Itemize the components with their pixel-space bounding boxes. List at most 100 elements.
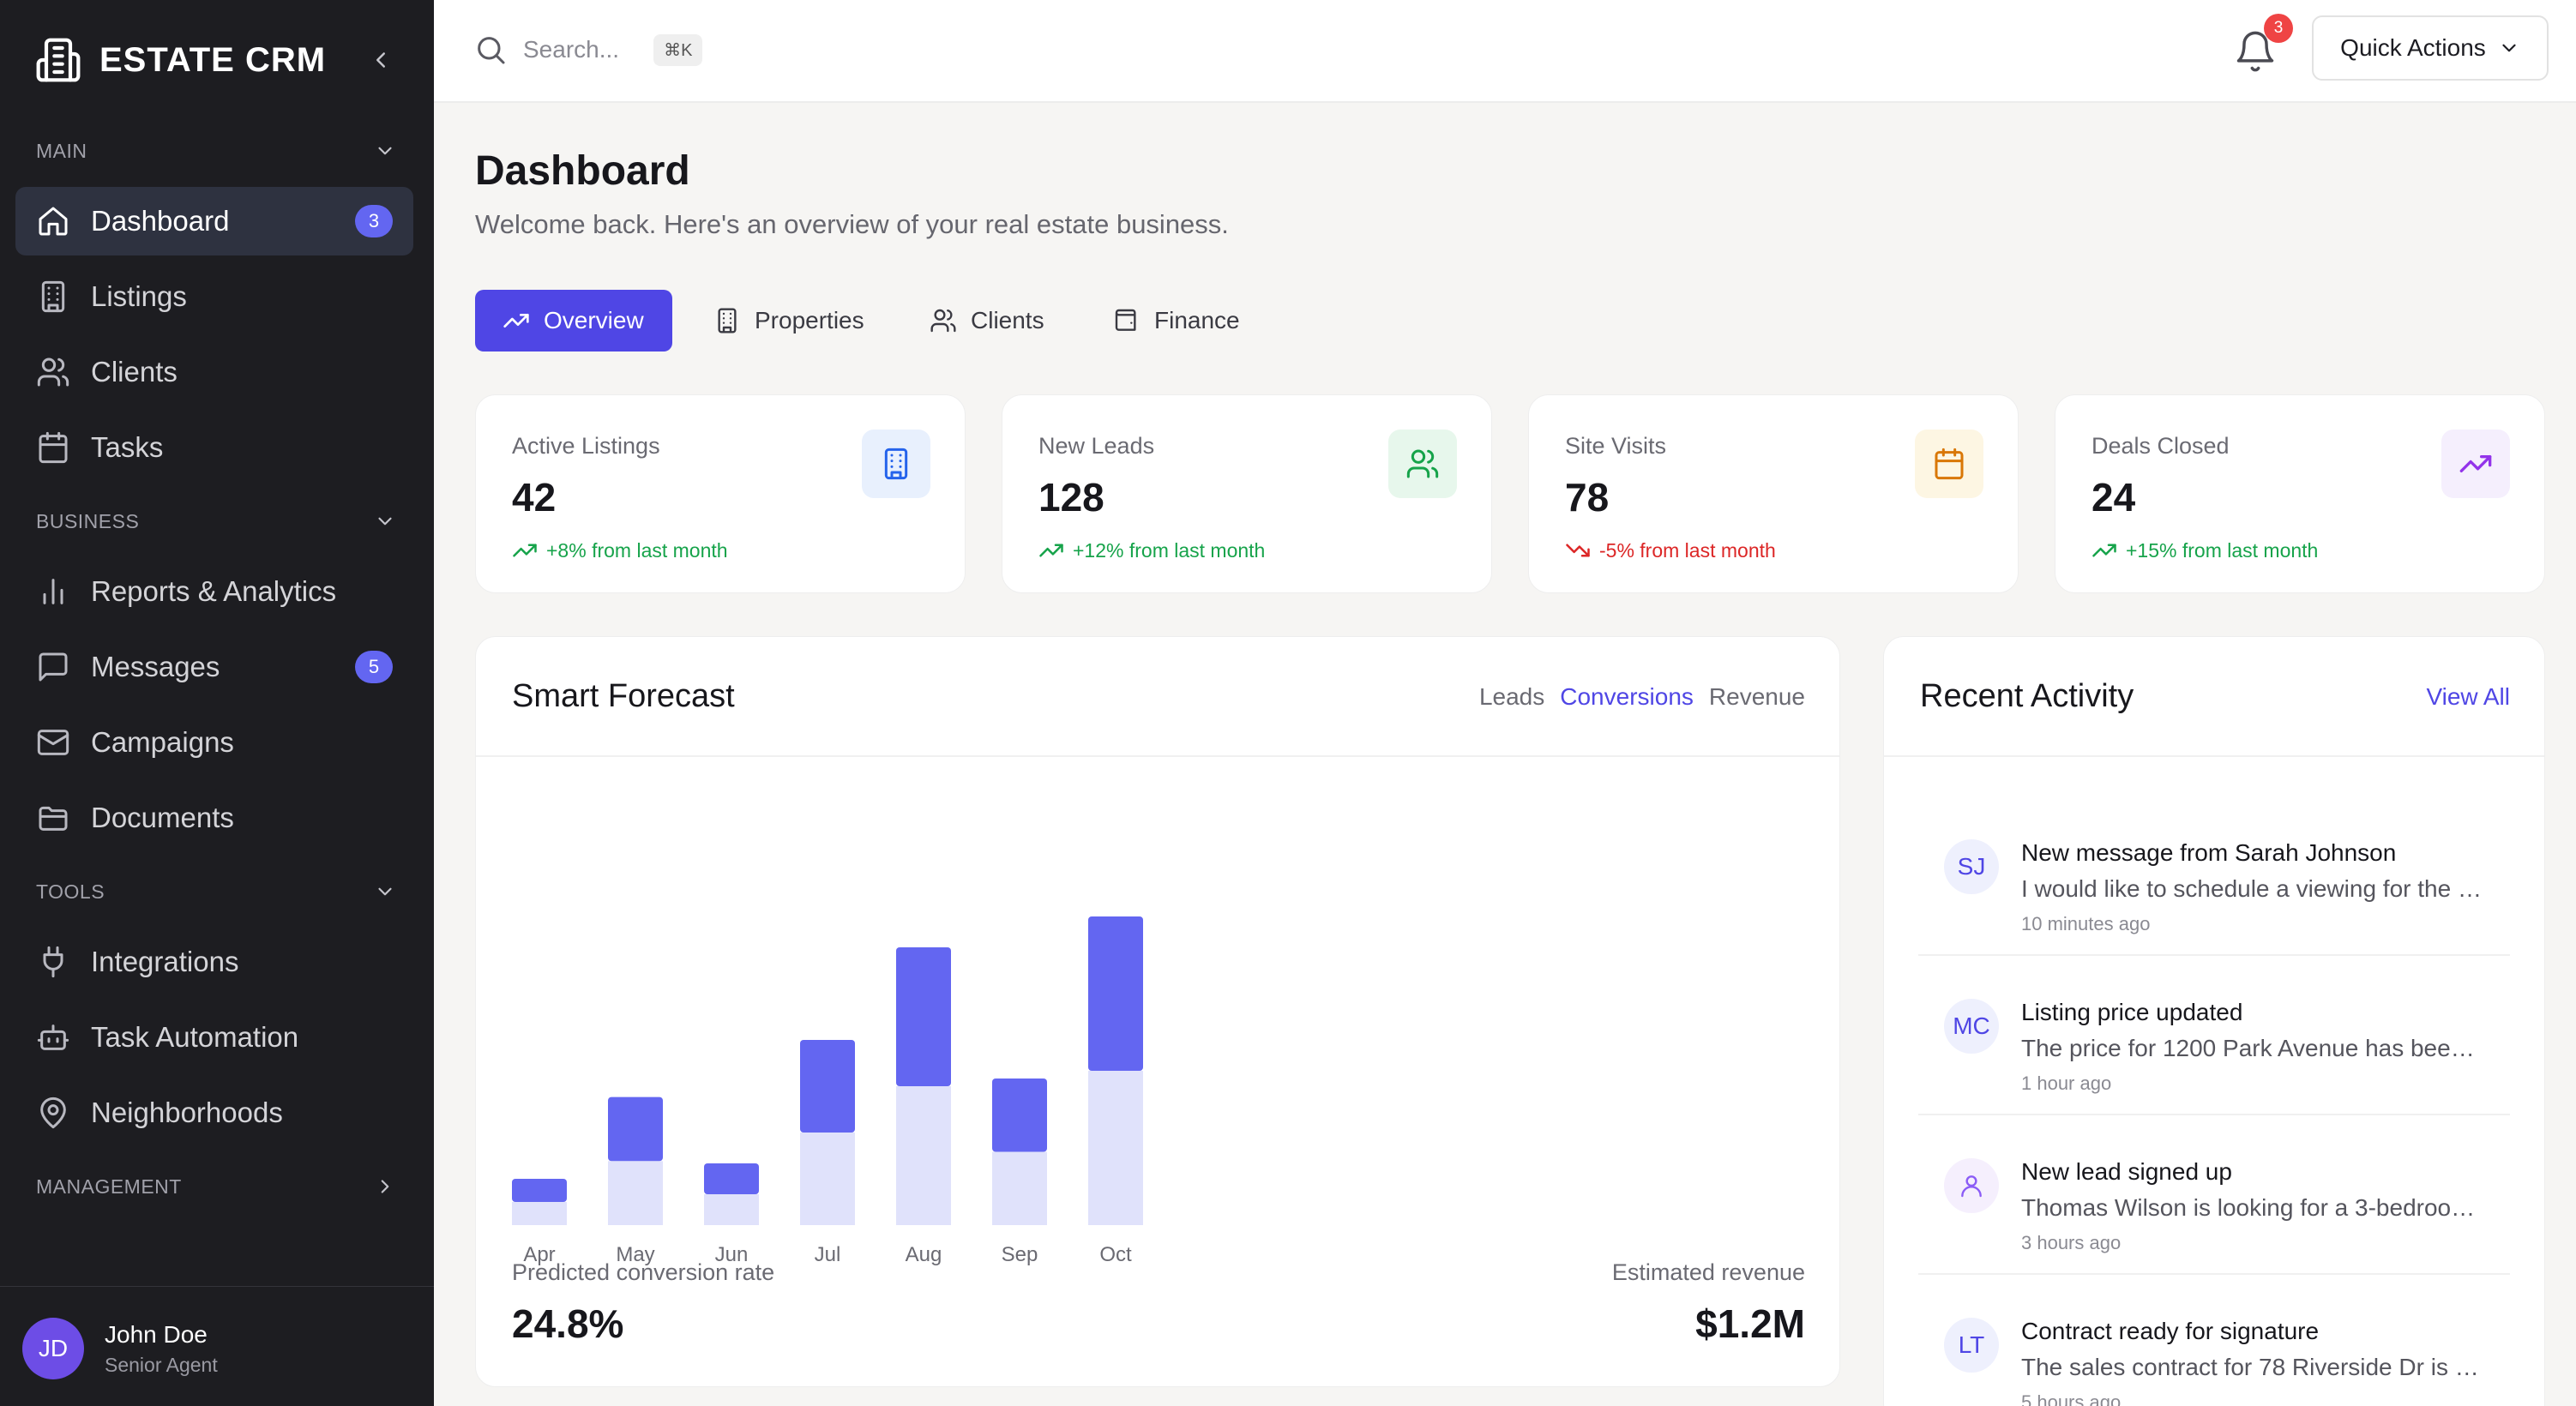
building-icon xyxy=(41,280,65,313)
keyboard-shortcut: ⌘K xyxy=(653,33,703,66)
message-icon xyxy=(39,652,68,682)
conversion-rate-label: Predicted conversion rate xyxy=(512,1259,775,1285)
brand[interactable]: ESTATE CRM xyxy=(34,33,326,87)
forecast-tabs: Leads Conversions Revenue xyxy=(1479,683,1805,711)
chart-bar-aug-light[interactable] xyxy=(896,1086,951,1225)
chevron-down-icon xyxy=(2502,44,2516,52)
trending-down-icon xyxy=(1566,544,1590,557)
section-tools[interactable]: TOOLS xyxy=(36,874,396,909)
sidebar-item-dashboard[interactable]: Dashboard 3 xyxy=(15,187,413,255)
search-placeholder: Search... xyxy=(523,36,620,63)
map-pin-icon xyxy=(40,1097,66,1129)
sidebar-item-messages[interactable]: Messages 5 xyxy=(15,633,413,701)
stat-label: Deals Closed xyxy=(2091,433,2230,459)
quick-actions-button[interactable]: Quick Actions xyxy=(2312,15,2549,81)
chart-bar-oct-primary[interactable] xyxy=(1088,916,1143,1071)
chart-bar-sep-primary[interactable] xyxy=(992,1079,1047,1152)
sidebar-item-clients[interactable]: Clients xyxy=(15,338,413,406)
chart-bar-oct-light[interactable] xyxy=(1088,1071,1143,1225)
stat-label: Active Listings xyxy=(512,433,660,459)
tab-label: Overview xyxy=(544,307,644,333)
trending-up-icon xyxy=(2092,544,2116,557)
chart-bar-apr-primary[interactable] xyxy=(512,1179,567,1202)
activity-item[interactable]: LT Contract ready for signature The sale… xyxy=(1918,1275,2510,1406)
activity-item[interactable]: MC Listing price updated The price for 1… xyxy=(1918,956,2510,1115)
calendar-icon xyxy=(39,431,68,464)
bell-icon[interactable] xyxy=(2233,29,2278,74)
chart-bar-jun-primary[interactable] xyxy=(704,1163,759,1194)
sidebar-item-campaigns[interactable]: Campaigns xyxy=(15,708,413,777)
x-tick-label: Aug xyxy=(906,1243,942,1266)
panel-title: Recent Activity xyxy=(1920,678,2134,714)
sidebar-item-integrations[interactable]: Integrations xyxy=(15,928,413,996)
sidebar-item-label: Task Automation xyxy=(91,1021,299,1053)
stat-card-active-listings[interactable]: Active Listings 42 +8% from last month xyxy=(475,394,966,593)
tab-properties[interactable]: Properties xyxy=(686,290,892,352)
chart-bar-jun-light[interactable] xyxy=(704,1194,759,1225)
collapse-sidebar-button[interactable] xyxy=(364,43,398,77)
sidebar-item-listings[interactable]: Listings xyxy=(15,262,413,331)
mail-icon xyxy=(37,730,69,755)
section-label: BUSINESS xyxy=(36,509,140,532)
forecast-chart: Apr May Jun Jul Aug Sep Oct xyxy=(510,791,1839,1271)
chart-bar-apr-light[interactable] xyxy=(512,1202,567,1225)
count-badge: 5 xyxy=(355,651,393,683)
section-label: MANAGEMENT xyxy=(36,1175,182,1198)
sidebar: ESTATE CRM MAIN Dashboard 3 Listings Cli… xyxy=(0,0,434,1406)
chart-bar-may-light[interactable] xyxy=(608,1161,663,1225)
stat-card-new-leads[interactable]: New Leads 128 +12% from last month xyxy=(1002,394,1492,593)
sidebar-item-label: Reports & Analytics xyxy=(91,575,337,607)
sidebar-item-label: Dashboard xyxy=(91,205,230,237)
activity-time: 10 minutes ago xyxy=(2021,913,2151,934)
section-business[interactable]: BUSINESS xyxy=(36,504,396,538)
chart-bar-jul-primary[interactable] xyxy=(800,1040,855,1133)
x-tick-label: Jul xyxy=(815,1243,841,1266)
stat-card-site-visits[interactable]: Site Visits 78 -5% from last month xyxy=(1528,394,2019,593)
stat-value: 24 xyxy=(2091,475,2136,520)
wallet-icon xyxy=(1115,309,1136,331)
activity-item[interactable]: SJ New message from Sarah Johnson I woul… xyxy=(1918,796,2510,956)
building-icon xyxy=(718,308,737,333)
sidebar-item-tasks[interactable]: Tasks xyxy=(15,413,413,482)
folder-icon xyxy=(39,806,68,831)
page-title: Dashboard xyxy=(475,148,690,194)
user-profile[interactable]: JD John Doe Senior Agent xyxy=(0,1286,434,1406)
tab-label: Properties xyxy=(755,307,864,333)
tab-finance[interactable]: Finance xyxy=(1086,290,1267,352)
avatar: MC xyxy=(1944,999,1999,1054)
chart-bar-may-primary[interactable] xyxy=(608,1097,663,1162)
stat-value: 78 xyxy=(1565,475,1610,520)
sidebar-item-task-automation[interactable]: Task Automation xyxy=(15,1003,413,1072)
stat-icon xyxy=(2441,430,2510,498)
activity-title: New lead signed up xyxy=(2021,1158,2232,1185)
forecast-tab-revenue[interactable]: Revenue xyxy=(1708,683,1805,710)
view-all-link[interactable]: View All xyxy=(2426,683,2510,710)
trending-up-icon xyxy=(2459,455,2492,472)
trending-up-icon xyxy=(513,544,537,557)
chart-bar-aug-primary[interactable] xyxy=(896,947,951,1086)
stat-change: +12% from last month xyxy=(1038,538,1265,563)
activity-title: Contract ready for signature xyxy=(2021,1318,2320,1344)
activity-title: Listing price updated xyxy=(2021,999,2243,1025)
search-input[interactable]: Search... ⌘K xyxy=(473,31,703,69)
stat-icon xyxy=(1388,430,1457,498)
avatar: JD xyxy=(22,1318,84,1379)
chart-bar-sep-light[interactable] xyxy=(992,1151,1047,1226)
forecast-tab-leads[interactable]: Leads xyxy=(1478,683,1545,710)
tab-clients[interactable]: Clients xyxy=(902,290,1072,352)
activity-time: 3 hours ago xyxy=(2021,1232,2122,1253)
sidebar-item-reports[interactable]: Reports & Analytics xyxy=(15,557,413,626)
chart-bar-jul-light[interactable] xyxy=(800,1133,855,1225)
x-tick-label: Sep xyxy=(1002,1243,1038,1266)
section-main[interactable]: MAIN xyxy=(36,134,396,168)
sidebar-item-neighborhoods[interactable]: Neighborhoods xyxy=(15,1079,413,1147)
trending-up-icon xyxy=(503,314,529,327)
trending-up-icon xyxy=(1039,544,1063,557)
users-icon xyxy=(37,358,69,387)
forecast-tab-conversions[interactable]: Conversions xyxy=(1560,683,1694,710)
tab-overview[interactable]: Overview xyxy=(475,290,672,352)
section-management[interactable]: MANAGEMENT xyxy=(36,1169,396,1204)
stat-card-deals-closed[interactable]: Deals Closed 24 +15% from last month xyxy=(2055,394,2545,593)
activity-item[interactable]: New lead signed up Thomas Wilson is look… xyxy=(1918,1115,2510,1275)
sidebar-item-documents[interactable]: Documents xyxy=(15,784,413,852)
